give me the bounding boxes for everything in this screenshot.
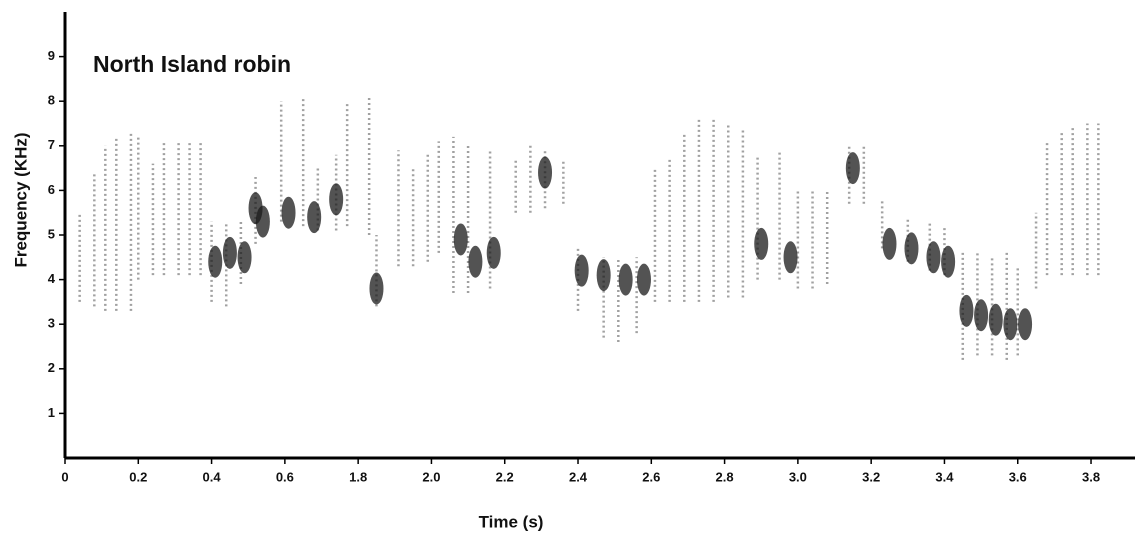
energy-blob <box>904 232 919 265</box>
energy-blob <box>926 241 941 274</box>
x-tick-label: 2.2 <box>496 469 514 484</box>
y-tick-label: 5 <box>48 226 55 241</box>
energy-blob <box>255 205 270 238</box>
x-tick-label: 3.0 <box>789 469 807 484</box>
y-tick-label: 2 <box>48 360 55 375</box>
y-tick-label: 7 <box>48 137 55 152</box>
energy-blob <box>1003 308 1018 341</box>
plot-area <box>78 96 1100 360</box>
y-tick-label: 6 <box>48 182 55 197</box>
energy-blob <box>988 303 1003 336</box>
energy-blob <box>845 152 860 185</box>
y-tick-label: 4 <box>48 271 56 286</box>
energy-blob <box>307 201 322 234</box>
energy-blob <box>754 227 769 260</box>
energy-blob <box>783 241 798 274</box>
x-axis-label: Time (s) <box>479 512 544 531</box>
x-tick-label: 1.8 <box>349 469 367 484</box>
energy-blob <box>618 263 633 296</box>
y-tick-label: 3 <box>48 316 55 331</box>
y-axis-label: Frequency (KHz) <box>11 132 30 267</box>
energy-blob <box>329 183 344 216</box>
energy-blob <box>486 236 501 269</box>
x-tick-label: 2.4 <box>569 469 588 484</box>
energy-blob <box>222 236 237 269</box>
x-tick-label: 2.6 <box>642 469 660 484</box>
energy-blob <box>453 223 468 256</box>
energy-blob <box>538 156 553 189</box>
x-tick-label: 0.6 <box>276 469 294 484</box>
energy-blob <box>369 272 384 305</box>
energy-blob <box>974 299 989 332</box>
energy-blob <box>941 245 956 278</box>
x-tick-label: 3.6 <box>1009 469 1027 484</box>
energy-blob <box>882 227 897 260</box>
x-tick-label: 0 <box>61 469 68 484</box>
energy-blob <box>596 259 611 292</box>
energy-blob <box>237 241 252 274</box>
chart-title: North Island robin <box>93 51 291 77</box>
energy-blob <box>959 294 974 327</box>
x-tick-label: 0.2 <box>129 469 147 484</box>
energy-blob <box>281 196 296 229</box>
energy-blob <box>468 245 483 278</box>
x-tick-label: 3.8 <box>1082 469 1100 484</box>
x-tick-label: 3.4 <box>935 469 954 484</box>
x-tick-label: 0.4 <box>203 469 222 484</box>
energy-blob <box>208 245 223 278</box>
x-tick-label: 2.8 <box>716 469 734 484</box>
x-tick-label: 3.2 <box>862 469 880 484</box>
energy-blob <box>574 254 589 287</box>
y-tick-label: 9 <box>48 48 55 63</box>
y-tick-label: 8 <box>48 93 55 108</box>
x-tick-label: 2.0 <box>422 469 440 484</box>
energy-blob <box>1018 308 1033 341</box>
y-tick-label: 1 <box>48 405 55 420</box>
energy-blob <box>636 263 651 296</box>
